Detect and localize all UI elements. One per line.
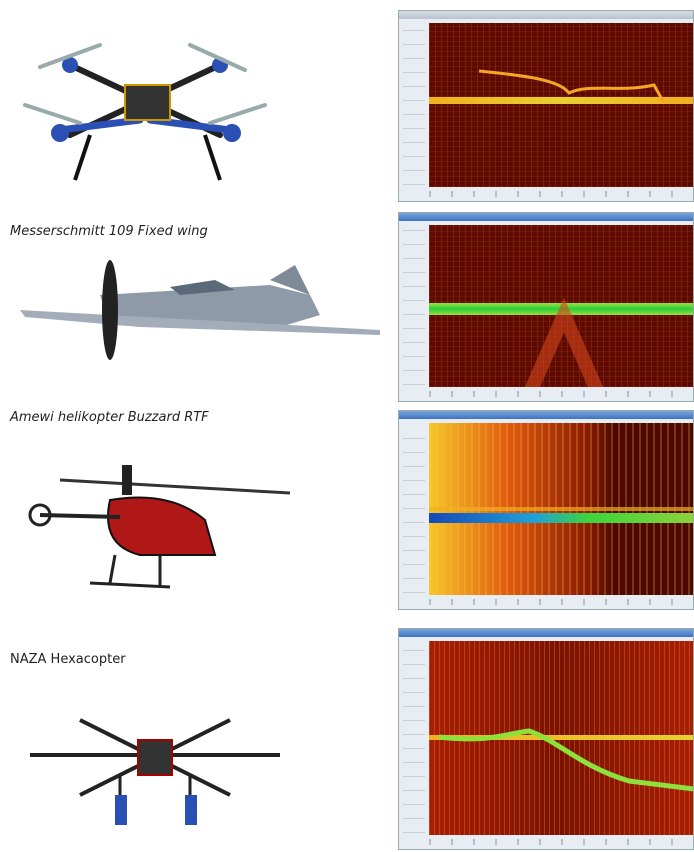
quadcopter-image <box>23 43 267 181</box>
spectrogram-window <box>398 10 694 202</box>
caption: NAZA Hexacopter <box>10 652 126 667</box>
caption: Amewi helikopter Buzzard RTF <box>10 410 209 425</box>
spectrogram-window <box>398 628 694 850</box>
spectrogram-window <box>398 410 694 610</box>
helicopter-image <box>28 465 291 589</box>
plane-image <box>20 260 380 360</box>
caption: Messerschmitt 109 Fixed wing <box>10 224 208 239</box>
spectrogram-window <box>398 212 694 402</box>
hexacopter-image <box>30 718 280 825</box>
